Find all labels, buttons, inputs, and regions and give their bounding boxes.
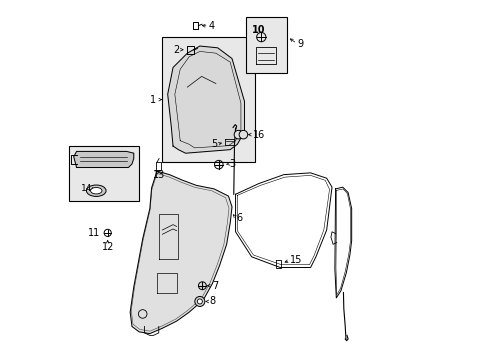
Text: 3: 3 xyxy=(229,159,235,169)
Circle shape xyxy=(194,296,204,306)
Text: 13: 13 xyxy=(152,170,164,180)
Text: 8: 8 xyxy=(209,296,216,306)
Bar xyxy=(246,18,287,73)
Text: 14: 14 xyxy=(81,184,93,193)
Text: 6: 6 xyxy=(236,212,242,222)
Polygon shape xyxy=(167,46,244,153)
Bar xyxy=(162,37,255,162)
Text: 16: 16 xyxy=(253,130,265,140)
Text: 5: 5 xyxy=(211,139,217,149)
Text: 11: 11 xyxy=(87,228,100,238)
Text: 15: 15 xyxy=(290,255,302,265)
Text: 10: 10 xyxy=(251,24,264,35)
Circle shape xyxy=(239,130,247,139)
Ellipse shape xyxy=(90,188,102,194)
Text: 1: 1 xyxy=(150,95,156,105)
Ellipse shape xyxy=(86,185,106,197)
Text: 4: 4 xyxy=(208,21,214,31)
Text: 12: 12 xyxy=(102,242,114,252)
Bar xyxy=(69,146,139,202)
Text: 2: 2 xyxy=(173,45,180,55)
Polygon shape xyxy=(74,152,134,167)
Text: 7: 7 xyxy=(212,281,218,291)
Polygon shape xyxy=(130,171,231,334)
Text: 9: 9 xyxy=(296,39,303,49)
Circle shape xyxy=(234,130,242,139)
Circle shape xyxy=(197,299,202,304)
